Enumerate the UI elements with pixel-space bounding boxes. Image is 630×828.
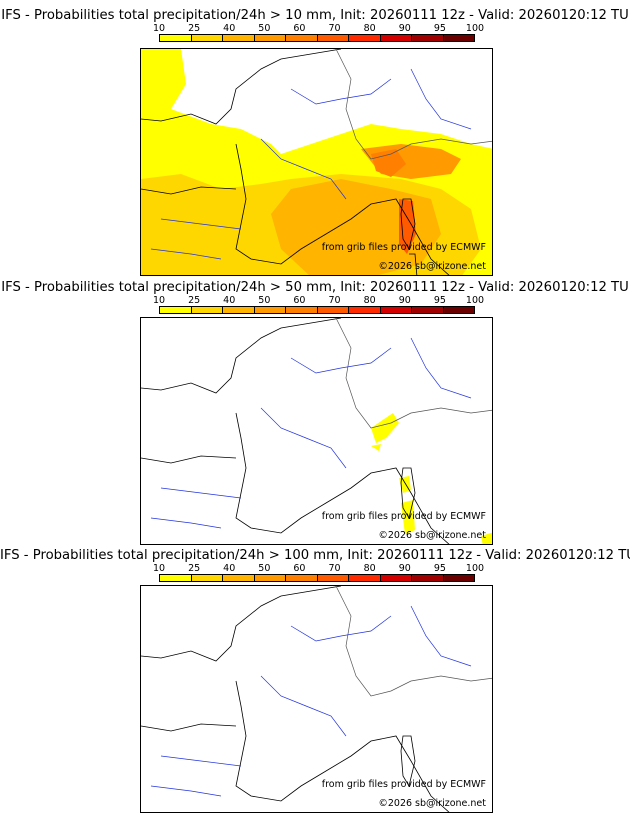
- colorbar-swatch: [254, 307, 286, 313]
- colorbar: 10 25 40 50 60 70 80 90 95 100: [153, 295, 484, 317]
- colorbar-swatch: [223, 35, 255, 41]
- colorbar-swatch: [317, 35, 349, 41]
- colorbar-tick-label: 25: [188, 563, 201, 574]
- colorbar-swatch: [412, 35, 444, 41]
- colorbar-tick-label: 80: [363, 295, 376, 306]
- colorbar-tick-label: 70: [328, 295, 341, 306]
- colorbar-tick-label: 80: [363, 563, 376, 574]
- colorbar-swatch: [317, 575, 349, 581]
- colorbar-boxes: [159, 574, 475, 582]
- colorbar-tick-label: 80: [363, 23, 376, 34]
- colorbar-swatch: [443, 575, 474, 581]
- colorbar-tick-label: 40: [223, 23, 236, 34]
- prob-70-80: [399, 199, 416, 254]
- colorbar-tick-label: 100: [465, 23, 485, 34]
- panel-title: IFS - Probabilities total precipitation/…: [1, 8, 629, 23]
- colorbar-tick-label: 25: [188, 295, 201, 306]
- colorbar-swatch: [412, 575, 444, 581]
- colorbar-tick-label: 90: [398, 295, 411, 306]
- colorbar-tick-label: 50: [258, 295, 271, 306]
- colorbar-swatch: [286, 575, 318, 581]
- colorbar: 10 25 40 50 60 70 80 90 95 100: [153, 23, 484, 45]
- colorbar-swatch: [160, 575, 192, 581]
- panel-100mm: IFS - Probabilities total precipitation/…: [0, 548, 630, 816]
- colorbar-tick-label: 60: [293, 563, 306, 574]
- colorbar-swatch: [286, 307, 318, 313]
- colorbar-tick-label: 10: [152, 23, 166, 34]
- colorbar-swatch: [412, 307, 444, 313]
- colorbar-tick-label: 10: [152, 563, 166, 574]
- source-credit: from grib files provided by ECMWF: [321, 779, 486, 790]
- colorbar-swatch: [349, 35, 381, 41]
- colorbar-tick-label: 50: [258, 23, 271, 34]
- map-graphic: [141, 318, 492, 544]
- colorbar-swatch: [349, 575, 381, 581]
- colorbar-ticks: 10 25 40 50 60 70 80 90 95 100: [153, 295, 484, 306]
- colorbar-boxes: [159, 306, 475, 314]
- precip-map: from grib files provided by ECMWF ©2026 …: [140, 317, 493, 545]
- panel-title: IFS - Probabilities total precipitation/…: [1, 280, 629, 295]
- colorbar-swatch: [223, 307, 255, 313]
- colorbar-tick-label: 60: [293, 295, 306, 306]
- prob-60-70: [371, 149, 406, 177]
- colorbar-tick-label: 95: [433, 295, 446, 306]
- colorbar-tick-label: 95: [433, 23, 446, 34]
- colorbar-swatch: [317, 307, 349, 313]
- colorbar-swatch: [380, 307, 412, 313]
- map-graphic: [141, 49, 492, 275]
- colorbar-swatch: [191, 575, 223, 581]
- colorbar-tick-label: 60: [293, 23, 306, 34]
- colorbar-tick-label: 100: [465, 295, 485, 306]
- colorbar-swatch: [380, 35, 412, 41]
- colorbar-swatch: [349, 307, 381, 313]
- colorbar-boxes: [159, 34, 475, 42]
- colorbar-swatch: [254, 35, 286, 41]
- colorbar-ticks: 10 25 40 50 60 70 80 90 95 100: [153, 563, 484, 574]
- prob-10-25: [371, 413, 399, 443]
- colorbar-tick-label: 90: [398, 563, 411, 574]
- colorbar-swatch: [191, 35, 223, 41]
- colorbar-tick-label: 40: [223, 295, 236, 306]
- colorbar-tick-label: 90: [398, 23, 411, 34]
- colorbar-ticks: 10 25 40 50 60 70 80 90 95 100: [153, 23, 484, 34]
- colorbar-swatch: [254, 575, 286, 581]
- copyright: ©2026 sb@irizone.net: [378, 261, 486, 272]
- panel-title: IFS - Probabilities total precipitation/…: [0, 548, 630, 563]
- colorbar-swatch: [191, 307, 223, 313]
- colorbar-tick-label: 70: [328, 563, 341, 574]
- colorbar-tick-label: 100: [465, 563, 485, 574]
- colorbar-swatch: [160, 35, 192, 41]
- colorbar-swatch: [380, 575, 412, 581]
- map-graphic: [141, 586, 492, 812]
- colorbar-swatch: [443, 307, 474, 313]
- colorbar-tick-label: 70: [328, 23, 341, 34]
- copyright: ©2026 sb@irizone.net: [378, 530, 486, 541]
- colorbar-swatch: [443, 35, 474, 41]
- colorbar-swatch: [286, 35, 318, 41]
- prob-10-25: [481, 532, 492, 544]
- precip-map: from grib files provided by ECMWF ©2026 …: [140, 48, 493, 276]
- copyright: ©2026 sb@irizone.net: [378, 798, 486, 809]
- colorbar-tick-label: 50: [258, 563, 271, 574]
- source-credit: from grib files provided by ECMWF: [321, 242, 486, 253]
- colorbar: 10 25 40 50 60 70 80 90 95 100: [153, 563, 484, 585]
- precip-map: from grib files provided by ECMWF ©2026 …: [140, 585, 493, 813]
- panel-10mm: IFS - Probabilities total precipitation/…: [0, 8, 630, 276]
- colorbar-swatch: [160, 307, 192, 313]
- colorbar-tick-label: 25: [188, 23, 201, 34]
- colorbar-tick-label: 95: [433, 563, 446, 574]
- source-credit: from grib files provided by ECMWF: [321, 511, 486, 522]
- colorbar-tick-label: 10: [152, 295, 166, 306]
- colorbar-swatch: [223, 575, 255, 581]
- panel-50mm: IFS - Probabilities total precipitation/…: [0, 280, 630, 548]
- prob-10-25: [371, 444, 381, 451]
- colorbar-tick-label: 40: [223, 563, 236, 574]
